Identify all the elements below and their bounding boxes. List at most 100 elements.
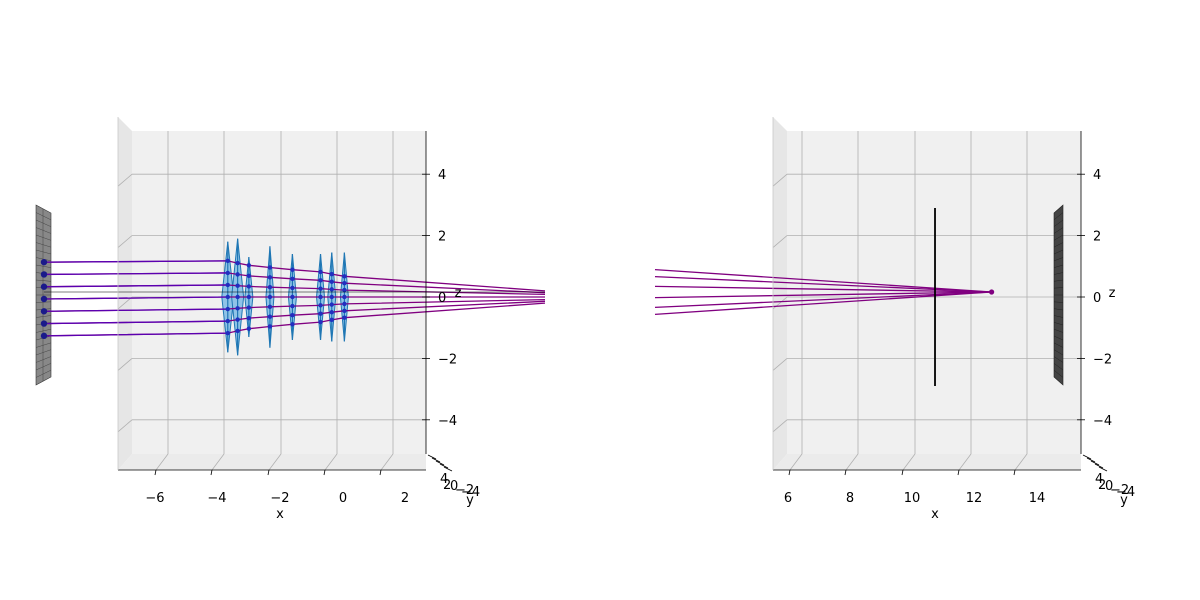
object-plane-gridline [35, 264, 52, 268]
right-x-tick [788, 469, 791, 476]
detector-plane-gridline [1053, 249, 1064, 255]
left-y-tick-label: 2 [443, 478, 451, 493]
ray-lens-intersection [225, 282, 230, 288]
object-plane-gridline [35, 349, 52, 356]
ray-lens-intersection [246, 305, 252, 310]
left-y-tick-label: −4 [461, 485, 480, 500]
detector-plane-gridline [1053, 349, 1064, 356]
right-y-tick-label: −2 [1110, 483, 1129, 498]
ray-lens-intersection [267, 304, 273, 310]
detector-plane-gridline [1053, 369, 1064, 378]
ray-path [43, 284, 546, 296]
ray-lens-intersection [318, 278, 323, 283]
left-y-tick [439, 463, 449, 469]
ray-lens-intersection [267, 294, 273, 300]
right-z-tick-label: 0 [1093, 291, 1101, 306]
left-gridlines [117, 131, 426, 471]
left-y-tick [443, 466, 453, 472]
right-y-tick-label: 2 [1098, 478, 1106, 493]
left-z-tick-label: 0 [438, 291, 446, 306]
ray-lens-intersection [225, 318, 230, 324]
ray-lens-intersection [246, 326, 252, 331]
left-x-tick [154, 469, 157, 476]
left-z-tick-label: 4 [438, 168, 446, 183]
ray-path [43, 298, 546, 312]
ray-lens-intersection [267, 314, 273, 319]
right-x-tick-label: 8 [846, 491, 854, 506]
object-plane-gridline [35, 249, 52, 255]
ray-lens-intersection [235, 328, 240, 334]
ray-lens-intersection [290, 294, 295, 300]
ray-lens-intersection [235, 272, 240, 277]
right-x-tick-label: 14 [1029, 491, 1046, 506]
object-plane-gridline [35, 301, 52, 303]
right-y-tick [1094, 463, 1104, 469]
detector-plane-gridline [1053, 308, 1064, 311]
right-gridline-side [772, 419, 788, 433]
left-z-axis-label: z [455, 286, 462, 301]
detector-plane-gridline [1053, 287, 1064, 289]
right-pane-floor [773, 454, 1081, 470]
right-x-tick-label: 10 [904, 491, 921, 506]
detector-plane-gridline [1053, 212, 1064, 221]
left-y-tick [435, 460, 445, 466]
ray-lens-intersection [225, 294, 230, 300]
left-y-tick-label: 0 [450, 479, 458, 494]
ray-lens-intersection [329, 279, 334, 284]
object-plane-gridline [35, 242, 52, 248]
ray-lens-intersection [329, 271, 334, 277]
ray-lens-intersection [235, 294, 240, 300]
left-x-tick-label: −2 [270, 491, 289, 506]
ray-lens-intersection [329, 302, 334, 307]
object-plane-gridline [35, 363, 52, 371]
left-pane-side [118, 117, 132, 470]
detector-plane-gridline [1053, 342, 1064, 348]
ray-lens-intersection [290, 285, 295, 291]
ray-source-point [40, 308, 48, 315]
ray-lens-intersection [318, 303, 323, 308]
left-gridline-side [117, 235, 133, 248]
ray-path [43, 260, 546, 292]
right-gridline-floor [958, 453, 972, 471]
right-x-tick-label: 12 [966, 491, 983, 506]
focus-point [989, 289, 995, 295]
detector-plane-gridline [1053, 272, 1064, 275]
ray-lens-intersection [342, 287, 347, 293]
object-plane-gridline [35, 227, 52, 234]
right-z-tick-label: −2 [1093, 352, 1112, 367]
right-y-tick [1090, 460, 1100, 466]
detector-plane-gridline [1053, 234, 1064, 241]
right-y-axis-label: y [1120, 493, 1128, 508]
object-plane-gridline [35, 279, 52, 282]
detector-plane-gridline [1053, 264, 1064, 268]
left-y-tick-label: 4 [440, 472, 448, 487]
left-x-tick [210, 469, 213, 476]
ray-path-entry [43, 320, 228, 325]
right-z-tick-label: 4 [1093, 168, 1101, 183]
ray-source-point [40, 332, 48, 340]
right-gridline-floor [845, 453, 859, 471]
left-x-tick-label: −6 [145, 491, 164, 506]
ray-lens-intersection [318, 286, 323, 291]
object-plane-gridline [35, 328, 52, 333]
ray-lens-intersection [246, 273, 252, 279]
ray-lens-intersection [342, 274, 347, 279]
right-optical-system [654, 204, 1064, 387]
ray-path-entry [43, 296, 228, 300]
left-z-tick-label: −4 [438, 414, 457, 429]
left-x-tick-label: 0 [339, 491, 347, 506]
detector-plane-gridline [1053, 356, 1064, 363]
ray-lens-intersection [342, 281, 347, 286]
left-gridline-side [117, 358, 133, 371]
right-gridline-side [772, 235, 788, 248]
ray-path-entry [43, 284, 228, 288]
ray-lens-intersection [235, 306, 240, 311]
ray-lens-intersection [225, 306, 230, 312]
left-x-tick-label: −4 [207, 491, 226, 506]
left-y-tick-label: −2 [455, 483, 474, 498]
right-x-tick-label: 6 [784, 491, 792, 506]
object-plane-gridline [35, 212, 52, 221]
right-gridline-side [772, 358, 788, 371]
